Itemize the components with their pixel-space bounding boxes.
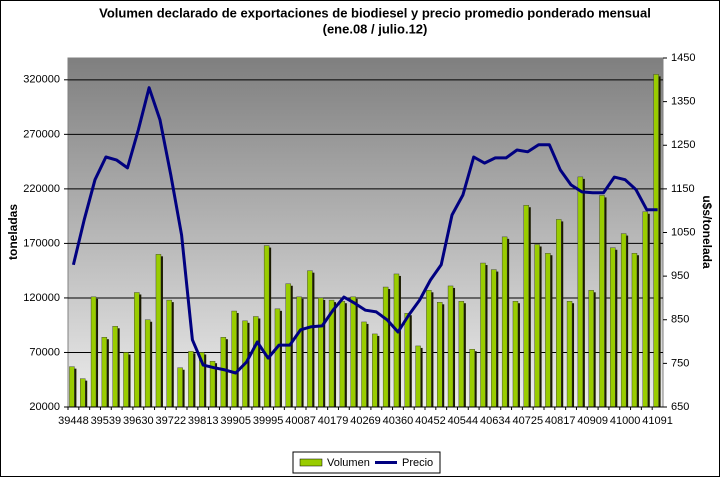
y-axis-label: toneladas <box>6 204 20 260</box>
y-tick-label: 220000 <box>23 183 60 195</box>
bar <box>653 74 659 408</box>
bar <box>361 321 367 408</box>
y-tick-label: 120000 <box>23 292 60 304</box>
y-tick-label: 70000 <box>29 346 60 358</box>
bar <box>166 299 172 408</box>
bar <box>426 290 432 408</box>
y-tick-label: 170000 <box>23 237 60 249</box>
bar <box>447 285 454 408</box>
legend-label: Volumen <box>327 457 370 469</box>
bar <box>231 310 237 408</box>
legend-box <box>292 451 441 474</box>
x-tick-label: 41091 <box>642 415 673 427</box>
bar <box>458 301 465 408</box>
x-tick-label: 39722 <box>155 415 186 427</box>
x-tick-label: 39539 <box>91 415 122 427</box>
x-tick-label: 40544 <box>448 415 479 427</box>
y2-tick-label: 950 <box>671 270 689 282</box>
x-tick-label: 39995 <box>253 415 284 427</box>
bar <box>382 286 389 408</box>
bar <box>253 316 259 408</box>
y2-tick-label: 650 <box>671 401 689 413</box>
bar <box>588 290 594 408</box>
x-tick-label: 40179 <box>318 415 349 427</box>
bar <box>101 337 108 408</box>
bar <box>263 245 270 408</box>
x-tick-label: 39448 <box>58 415 89 427</box>
bar <box>642 211 648 408</box>
x-tick-label: 40087 <box>285 415 316 427</box>
bar <box>512 301 519 408</box>
y-tick-label: 20000 <box>29 401 60 413</box>
y2-tick-label: 850 <box>671 314 689 326</box>
bar <box>501 236 508 408</box>
bar <box>620 233 627 408</box>
y2-tick-label: 1250 <box>671 139 695 151</box>
x-tick-label: 40817 <box>545 415 576 427</box>
bar <box>631 253 638 408</box>
x-tick-label: 40909 <box>577 415 608 427</box>
y2-axis-label: u$s/tonelada <box>700 195 714 269</box>
y-tick-label: 320000 <box>23 74 60 86</box>
bar <box>80 378 86 408</box>
x-tick-label: 41000 <box>610 415 641 427</box>
bar <box>307 270 313 408</box>
bar <box>296 296 302 408</box>
x-tick-label: 39813 <box>188 415 219 427</box>
bar <box>480 262 486 408</box>
chart-subtitle: (ene.08 / julio.12) <box>323 21 428 36</box>
bar <box>545 253 551 408</box>
legend-swatch <box>299 458 323 467</box>
x-tick-label: 39630 <box>123 415 154 427</box>
bar <box>350 296 356 408</box>
bar <box>393 273 400 408</box>
y2-tick-label: 1350 <box>671 96 695 108</box>
x-tick-label: 40634 <box>480 415 511 427</box>
bar <box>469 348 475 408</box>
line <box>71 86 658 375</box>
x-tick-label: 40269 <box>350 415 381 427</box>
bar <box>90 296 97 408</box>
y-tick-label: 270000 <box>23 128 60 140</box>
bar <box>144 319 151 408</box>
bar <box>566 301 573 408</box>
bar <box>534 244 540 408</box>
bar <box>523 205 529 408</box>
bar <box>599 195 605 408</box>
bar <box>69 366 75 408</box>
bar <box>415 345 421 408</box>
bar <box>404 313 410 408</box>
x-tick-label: 40725 <box>512 415 543 427</box>
y2-tick-label: 750 <box>671 357 689 369</box>
bar <box>274 308 281 408</box>
x-tick-label: 40360 <box>383 415 414 427</box>
bar <box>123 352 129 408</box>
bar <box>155 254 162 408</box>
bar <box>188 351 194 408</box>
x-tick-label: 40452 <box>415 415 446 427</box>
bar <box>318 297 324 408</box>
legend-label: Precio <box>402 457 433 469</box>
y2-tick-label: 1050 <box>671 226 695 238</box>
y2-tick-label: 1150 <box>671 183 695 195</box>
bar <box>220 337 227 408</box>
x-tick-label: 39905 <box>220 415 251 427</box>
bar <box>112 326 118 408</box>
y2-tick-label: 1450 <box>671 52 695 64</box>
bar <box>556 219 562 408</box>
bar <box>610 247 616 408</box>
bar <box>339 301 346 408</box>
bar <box>577 176 584 408</box>
chart-title: Volumen declarado de exportaciones de bi… <box>99 5 651 20</box>
bar <box>437 302 443 408</box>
bar <box>372 333 378 408</box>
bar <box>177 367 183 408</box>
bar <box>134 292 140 408</box>
bar <box>491 269 497 408</box>
